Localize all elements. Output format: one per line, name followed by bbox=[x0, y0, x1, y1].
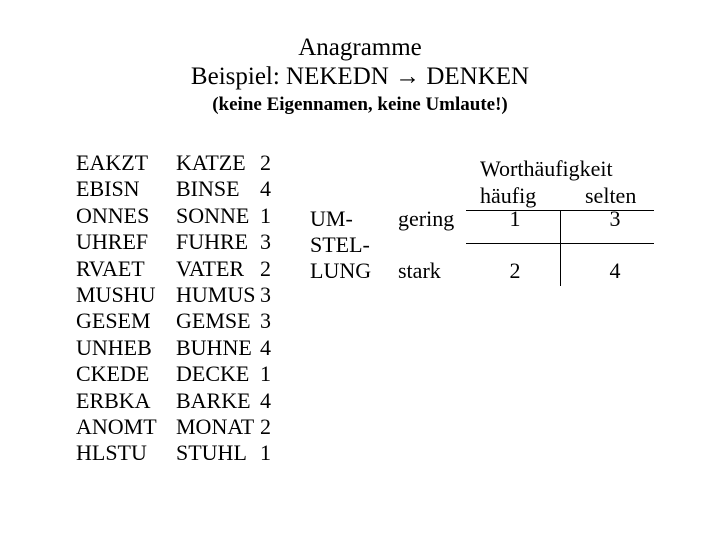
number-cell: 2 bbox=[260, 414, 278, 440]
title-example-prefix: Beispiel: NEKEDN bbox=[191, 63, 395, 90]
number-cell: 2 bbox=[260, 150, 278, 176]
solution-cell: SONNE bbox=[176, 203, 260, 229]
number-cell: 3 bbox=[260, 229, 278, 255]
table-row: ONNES SONNE 1 bbox=[76, 203, 278, 229]
matrix-row-bottom: stark bbox=[398, 258, 441, 284]
scrambled-cell: ERBKA bbox=[76, 388, 176, 414]
solution-cell: HUMUS bbox=[176, 282, 260, 308]
scrambled-cell: UHREF bbox=[76, 229, 176, 255]
matrix-row-label-3: LUNG bbox=[310, 258, 371, 284]
solution-cell: DECKE bbox=[176, 361, 260, 387]
scrambled-cell: ANOMT bbox=[76, 414, 176, 440]
scrambled-cell: GESEM bbox=[76, 308, 176, 334]
solution-cell: VATER bbox=[176, 256, 260, 282]
scrambled-cell: EAKZT bbox=[76, 150, 176, 176]
number-cell: 3 bbox=[260, 282, 278, 308]
scrambled-cell: UNHEB bbox=[76, 335, 176, 361]
solution-cell: MONAT bbox=[176, 414, 260, 440]
table-row: EAKZT KATZE 2 bbox=[76, 150, 278, 176]
table-row: GESEM GEMSE 3 bbox=[76, 308, 278, 334]
table-row: ANOMT MONAT 2 bbox=[76, 414, 278, 440]
solution-cell: STUHL bbox=[176, 440, 260, 466]
table-row: EBISN BINSE 4 bbox=[76, 176, 278, 202]
number-cell: 1 bbox=[260, 203, 278, 229]
matrix-cell-3: 3 bbox=[605, 206, 625, 232]
scrambled-cell: EBISN bbox=[76, 176, 176, 202]
number-cell: 4 bbox=[260, 335, 278, 361]
title-block: Anagramme Beispiel: NEKEDN → DENKEN (kei… bbox=[0, 34, 720, 116]
matrix-row-label-2: STEL- bbox=[310, 232, 370, 258]
arrow-icon: → bbox=[395, 63, 420, 90]
solution-cell: KATZE bbox=[176, 150, 260, 176]
table-row: HLSTU STUHL 1 bbox=[76, 440, 278, 466]
solution-cell: BINSE bbox=[176, 176, 260, 202]
matrix-cell-1: 1 bbox=[505, 206, 525, 232]
title-line2: Beispiel: NEKEDN → DENKEN bbox=[0, 63, 720, 92]
anagram-table-body: EAKZT KATZE 2 EBISN BINSE 4 ONNES SONNE … bbox=[76, 150, 278, 467]
number-cell: 4 bbox=[260, 176, 278, 202]
scrambled-cell: ONNES bbox=[76, 203, 176, 229]
anagram-table: EAKZT KATZE 2 EBISN BINSE 4 ONNES SONNE … bbox=[76, 150, 278, 467]
title-subtitle: (keine Eigennamen, keine Umlaute!) bbox=[0, 94, 720, 116]
table-row: RVAET VATER 2 bbox=[76, 256, 278, 282]
table-row: ERBKA BARKE 4 bbox=[76, 388, 278, 414]
number-cell: 1 bbox=[260, 361, 278, 387]
table-row: MUSHU HUMUS 3 bbox=[76, 282, 278, 308]
solution-cell: BUHNE bbox=[176, 335, 260, 361]
matrix-cell-4: 4 bbox=[605, 258, 625, 284]
matrix-row-top: gering bbox=[398, 206, 454, 232]
scrambled-cell: CKEDE bbox=[76, 361, 176, 387]
solution-cell: BARKE bbox=[176, 388, 260, 414]
matrix-cell-2: 2 bbox=[505, 258, 525, 284]
solution-cell: GEMSE bbox=[176, 308, 260, 334]
number-cell: 4 bbox=[260, 388, 278, 414]
title-line1: Anagramme bbox=[0, 34, 720, 63]
matrix-title: Worthäufigkeit bbox=[480, 156, 613, 182]
scrambled-cell: HLSTU bbox=[76, 440, 176, 466]
number-cell: 3 bbox=[260, 308, 278, 334]
table-row: UHREF FUHRE 3 bbox=[76, 229, 278, 255]
scrambled-cell: MUSHU bbox=[76, 282, 176, 308]
title-example-suffix: DENKEN bbox=[420, 63, 529, 90]
number-cell: 1 bbox=[260, 440, 278, 466]
page: Anagramme Beispiel: NEKEDN → DENKEN (kei… bbox=[0, 0, 720, 540]
matrix-row-label-1: UM- bbox=[310, 206, 353, 232]
matrix-line-vert bbox=[560, 210, 561, 286]
solution-cell: FUHRE bbox=[176, 229, 260, 255]
table-row: CKEDE DECKE 1 bbox=[76, 361, 278, 387]
number-cell: 2 bbox=[260, 256, 278, 282]
table-row: UNHEB BUHNE 4 bbox=[76, 335, 278, 361]
scrambled-cell: RVAET bbox=[76, 256, 176, 282]
